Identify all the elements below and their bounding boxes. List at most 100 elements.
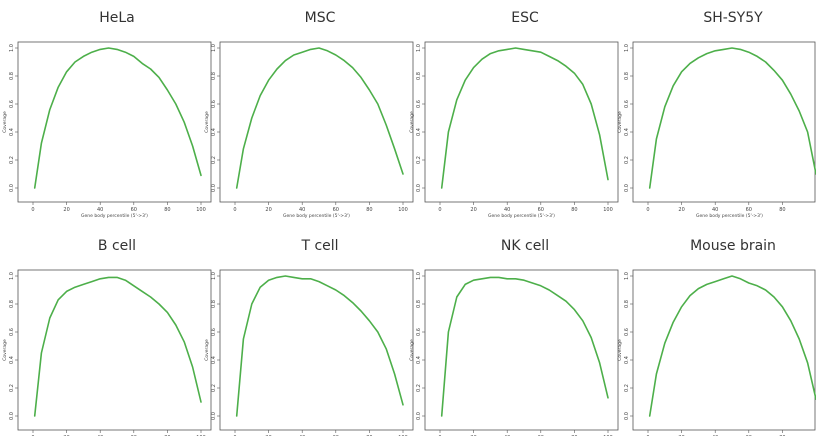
y-tick-label: 0.2 [624, 384, 630, 392]
x-tick-label: 40 [712, 207, 718, 213]
x-axis-label: Gene body percentile (5'->3') [488, 213, 555, 219]
y-tick-label: 0.2 [416, 156, 422, 164]
panel-esc: 0.0 0.2 0.4 0.6 0.8 1.0 0 20 40 60 80 100 Gene body … [409, 41, 619, 219]
x-tick-label: 100 [196, 207, 206, 213]
coverage-curve [648, 47, 816, 189]
y-tick-label: 0.2 [211, 156, 217, 164]
y-tick-label: 0.6 [416, 328, 422, 336]
panel-title-hela: HeLa [99, 10, 135, 26]
y-tick-label: 0.4 [624, 356, 630, 364]
y-tick-label: 0.0 [9, 184, 15, 192]
y-tick-label: 0.0 [211, 412, 217, 420]
y-tick-label: 0.0 [416, 184, 422, 192]
plot-frame [219, 41, 414, 203]
x-tick-label: 60 [746, 207, 752, 213]
y-tick-label: 0.6 [624, 328, 630, 336]
y-axis-label: Coverage [617, 111, 623, 133]
y-axis-label: Coverage [204, 339, 210, 361]
y-tick-label: 1.0 [624, 272, 630, 280]
panel-title-esc: ESC [511, 10, 539, 26]
coverage-curve [235, 47, 404, 189]
y-tick-label: 0.6 [9, 100, 15, 108]
coverage-curve [33, 276, 202, 417]
y-tick-label: 0.6 [211, 100, 217, 108]
x-axis-label: Gene body percentile (5'->3') [283, 213, 350, 219]
y-tick-label: 0.4 [211, 128, 217, 136]
coverage-curve [235, 275, 404, 417]
panel-title-nk-cell: NK cell [501, 238, 549, 254]
panel-msc: 0.0 0.2 0.4 0.6 0.8 1.0 0 20 40 60 80 100 Gene body … [204, 41, 414, 219]
plot-frame [632, 41, 816, 203]
x-tick-label: 60 [333, 207, 339, 213]
plot-frame [424, 269, 619, 431]
x-tick-label: 20 [470, 207, 476, 213]
y-tick-label: 0.0 [416, 412, 422, 420]
y-tick-label: 0.8 [211, 300, 217, 308]
y-tick-label: 0.6 [9, 328, 15, 336]
y-tick-label: 0.4 [9, 356, 15, 364]
y-tick-label: 0.4 [624, 128, 630, 136]
y-axis-label: Coverage [2, 111, 8, 133]
y-tick-label: 0.8 [416, 72, 422, 80]
plot-frame [17, 41, 212, 203]
panel-sh-sy5y: 0.0 0.2 0.4 0.6 0.8 1.0 0 20 40 60 80 Gene body per… [617, 41, 816, 219]
y-tick-label: 1.0 [211, 44, 217, 52]
y-tick-label: 0.4 [9, 128, 15, 136]
panel-title-t-cell: T cell [300, 238, 338, 254]
y-tick-label: 1.0 [9, 272, 15, 280]
panel-title-b-cell: B cell [98, 238, 136, 254]
coverage-curve [648, 275, 816, 417]
y-tick-label: 0.2 [624, 156, 630, 164]
x-tick-label: 0 [31, 207, 34, 213]
x-tick-label: 20 [265, 207, 271, 213]
x-tick-label: 60 [131, 207, 137, 213]
x-tick-label: 40 [97, 207, 103, 213]
panel-title-mouse-brain: Mouse brain [690, 238, 776, 254]
y-axis-label: Coverage [2, 339, 8, 361]
x-tick-label: 20 [63, 207, 69, 213]
plot-frame [219, 269, 414, 431]
plot-frame [17, 269, 212, 431]
plot-frame [424, 41, 619, 203]
x-tick-label: 0 [233, 207, 236, 213]
coverage-curve [33, 47, 202, 189]
y-tick-label: 0.8 [624, 300, 630, 308]
y-tick-label: 0.4 [211, 356, 217, 364]
y-tick-label: 0.6 [416, 100, 422, 108]
y-tick-label: 1.0 [416, 44, 422, 52]
x-tick-label: 0 [438, 207, 441, 213]
y-tick-label: 0.6 [624, 100, 630, 108]
y-tick-label: 1.0 [9, 44, 15, 52]
y-tick-label: 0.8 [624, 72, 630, 80]
y-axis-label: Coverage [409, 339, 415, 361]
x-tick-label: 40 [504, 207, 510, 213]
x-tick-label: 100 [603, 207, 613, 213]
coverage-curve [440, 276, 609, 417]
y-tick-label: 0.8 [9, 72, 15, 80]
y-tick-label: 1.0 [211, 272, 217, 280]
y-axis-label: Coverage [617, 339, 623, 361]
y-tick-label: 0.4 [416, 128, 422, 136]
x-tick-label: 80 [779, 207, 785, 213]
x-tick-label: 80 [366, 207, 372, 213]
x-axis-label: Gene body percentile (5'->3') [696, 213, 763, 219]
y-tick-label: 0.4 [416, 356, 422, 364]
y-tick-label: 1.0 [624, 44, 630, 52]
y-tick-label: 0.2 [211, 384, 217, 392]
y-tick-label: 0.2 [9, 156, 15, 164]
y-tick-label: 0.0 [624, 184, 630, 192]
y-tick-label: 0.0 [211, 184, 217, 192]
x-tick-label: 100 [398, 207, 408, 213]
y-tick-label: 0.2 [9, 384, 15, 392]
x-axis-label: Gene body percentile (5'->3') [81, 213, 148, 219]
x-tick-label: 60 [538, 207, 544, 213]
y-tick-label: 0.8 [9, 300, 15, 308]
x-tick-label: 80 [164, 207, 170, 213]
panel-hela: 0.0 0.2 0.4 0.6 0.8 1.0 0 20 40 60 80 100 Gene body … [2, 41, 212, 219]
plot-frame [632, 269, 816, 431]
y-axis-label: Coverage [409, 111, 415, 133]
coverage-curve [440, 47, 609, 189]
